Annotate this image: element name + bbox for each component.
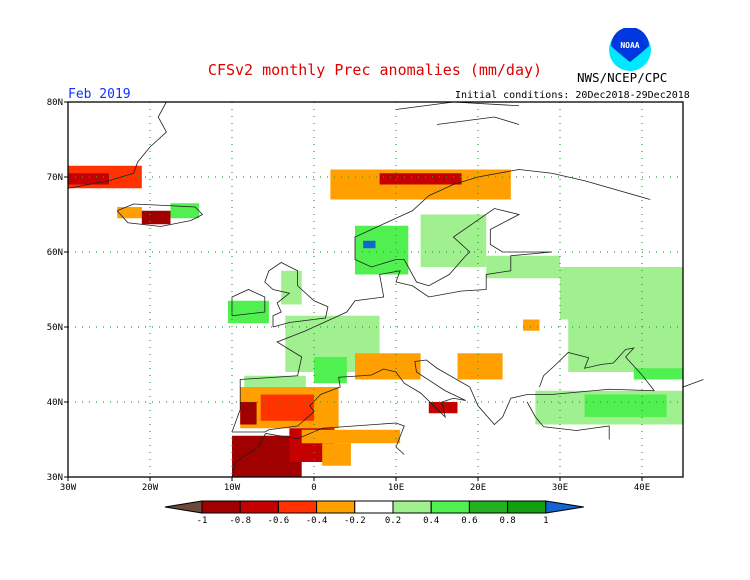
coastline-2 <box>526 401 610 440</box>
initial-conditions: Initial conditions: 20Dec2018-29Dec2018 <box>455 90 690 101</box>
lat-tick-label: 50N <box>47 323 63 333</box>
anomaly-region-turkey-core <box>584 394 667 417</box>
anomaly-region-scotland <box>281 270 302 305</box>
coastline-10 <box>395 101 520 110</box>
anomaly-region-norway-north-core <box>379 173 462 185</box>
map-frame <box>67 101 684 478</box>
chart-title: CFSv2 monthly Prec anomalies (mm/day) <box>207 61 543 79</box>
lon-tick-label: 30E <box>552 483 568 493</box>
lat-tick-label: 40N <box>47 398 63 408</box>
lon-tick-label: 40E <box>634 483 650 493</box>
anomaly-region-poland <box>523 319 540 331</box>
axis-ticks: 30W 20W 10W 0 10E 20E 30E 40E 30N 40N 50N 60N 70N 80N <box>47 98 650 493</box>
colorbar-label: -0.8 <box>229 516 251 526</box>
lat-tick-label: 60N <box>47 248 63 258</box>
coastline-8 <box>539 347 655 391</box>
anomaly-region-baltic-russia <box>486 255 560 279</box>
anomaly-cells <box>68 165 683 477</box>
anomaly-region-iceland-east <box>170 203 200 219</box>
noaa-logo: NOAA <box>608 27 652 76</box>
logo-text: NOAA <box>620 41 639 50</box>
lat-tick-label: 80N <box>47 98 63 108</box>
anomaly-region-caspian <box>633 368 683 380</box>
anomaly-region-greenland-east-core <box>68 173 109 185</box>
lon-tick-label: 10E <box>388 483 404 493</box>
colorbar-bin <box>201 500 241 514</box>
anomaly-region-iceland-south <box>141 210 171 225</box>
colorbar-bin <box>468 500 509 514</box>
colorbar-bin <box>507 500 547 514</box>
colorbar-label: 0.8 <box>499 516 515 526</box>
lon-tick-label: 20W <box>142 483 159 493</box>
anomaly-region-iberia-core <box>260 394 314 421</box>
anomaly-region-norway-west-max <box>363 240 376 249</box>
colorbar-label: 0.6 <box>461 516 477 526</box>
anomaly-region-north-africa-east <box>301 429 401 444</box>
colorbar-bin <box>316 500 356 514</box>
colorbar-bin <box>430 500 470 514</box>
colorbar-label: -1 <box>197 516 208 526</box>
colorbar-label: -0.2 <box>344 516 366 526</box>
colorbar-label: -0.6 <box>268 516 290 526</box>
colorbar-bin <box>354 500 394 514</box>
colorbar-label: 0.4 <box>423 516 439 526</box>
anomaly-region-norway-west <box>355 225 409 275</box>
coastline-3 <box>231 422 405 478</box>
coastline-11 <box>436 116 520 125</box>
lat-tick-label: 70N <box>47 173 63 183</box>
anomaly-region-balkans <box>457 353 503 380</box>
coastline-1 <box>232 359 655 433</box>
anomaly-region-russia-south <box>568 319 683 372</box>
coastline-4 <box>231 289 266 317</box>
colorbar-bin <box>239 500 279 514</box>
colorbar: -1 -0.8 -0.6 -0.4 -0.2 0.2 0.4 0.6 0.8 1 <box>164 500 584 526</box>
colorbar-label: -0.4 <box>306 516 328 526</box>
agency-label: NWS/NCEP/CPC <box>577 70 668 85</box>
colorbar-label: 1 <box>543 516 548 526</box>
coastline-9 <box>682 379 704 388</box>
lat-tick-label: 30N <box>47 473 63 483</box>
anomaly-region-ireland <box>227 300 269 324</box>
lon-tick-label: 30W <box>60 483 77 493</box>
lon-tick-label: 0 <box>311 483 316 493</box>
anomaly-region-algeria-south <box>322 443 351 466</box>
colorbar-label: 0.2 <box>385 516 401 526</box>
colorbar-bin <box>392 500 432 514</box>
lon-tick-label: 10W <box>224 483 241 493</box>
anomaly-region-france-south <box>314 357 347 384</box>
coastline-7 <box>67 101 167 189</box>
colorbar-low-arrow <box>164 500 203 514</box>
forecast-period: Feb 2019 <box>68 87 131 102</box>
anomaly-region-iceland-west <box>117 207 142 219</box>
anomaly-region-russia <box>560 267 683 320</box>
anomaly-region-sweden-finland <box>420 214 487 267</box>
lon-tick-label: 20E <box>470 483 486 493</box>
colorbar-bin <box>277 500 318 514</box>
colorbar-high-arrow <box>545 500 584 514</box>
anomaly-region-north-spain <box>244 375 306 387</box>
coastline-6 <box>116 203 204 227</box>
coastlines <box>67 101 704 478</box>
coastline-5 <box>264 262 329 328</box>
anomaly-region-portugal <box>240 402 257 425</box>
coastline-0 <box>231 169 651 433</box>
